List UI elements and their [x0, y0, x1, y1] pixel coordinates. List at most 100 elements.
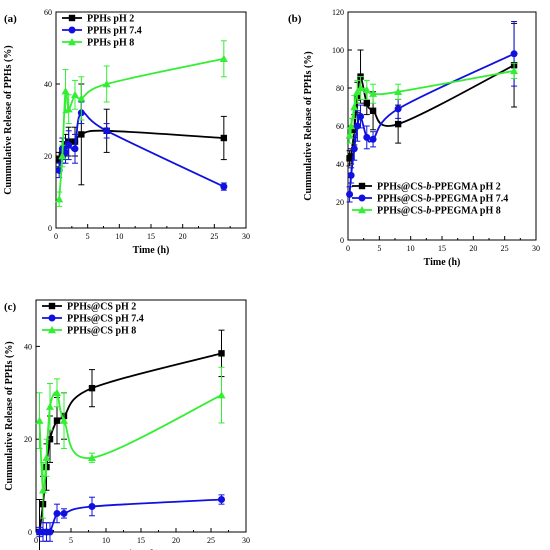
legend-label-part: PPHs@CS-: [377, 182, 426, 193]
data-point: [55, 156, 63, 163]
legend-label: PPHs@CS pH 8: [67, 326, 136, 337]
series-1: [36, 329, 225, 550]
y-tick-label: 120: [332, 8, 344, 17]
panel-2: (b) 0 5 10 15 20 25 30 0 20 40 60 80 100 120 Time (h) Cu…: [288, 8, 540, 268]
legend-label: PPHs@CS pH 7.4: [67, 314, 144, 325]
y-tick-label: 60: [44, 8, 52, 17]
legend-marker: [48, 302, 56, 310]
data-point: [60, 509, 68, 517]
series-line: [39, 498, 222, 535]
x-axis-label: Time (h): [133, 245, 170, 256]
legend-label: PPHs pH 2: [87, 14, 134, 25]
y-tick-label: 100: [332, 46, 344, 55]
data-point: [53, 509, 61, 517]
x-tick-label: 10: [407, 244, 415, 253]
y-tick-label: 0: [28, 528, 32, 537]
x-tick-label: 30: [242, 232, 250, 241]
data-point: [58, 152, 67, 160]
legend-marker: [358, 182, 366, 190]
data-point: [363, 100, 370, 107]
y-tick-label: 40: [44, 80, 52, 89]
legend-marker: [68, 38, 76, 46]
data-point: [217, 391, 226, 399]
panel-3: (c)05101520253002040Time (h)Cummulative …: [4, 299, 250, 550]
data-point: [394, 120, 402, 128]
data-point: [103, 127, 111, 135]
x-tick-label: 20: [179, 232, 187, 241]
x-tick-label: 30: [242, 536, 250, 545]
data-point: [42, 453, 51, 461]
y-tick-label: 20: [44, 152, 52, 161]
legend-label-part: b: [426, 206, 431, 217]
x-tick-label: 15: [147, 232, 155, 241]
legend-label-part: -PPEGMA pH 2: [431, 182, 500, 193]
data-point: [394, 105, 402, 113]
series-line: [38, 352, 222, 533]
data-point: [346, 190, 354, 198]
series-line: [58, 57, 225, 200]
data-point: [218, 350, 225, 357]
series-3: [345, 62, 519, 144]
data-point: [353, 122, 361, 130]
y-tick-label: 0: [340, 236, 344, 245]
panel-1: (a) 0 5 10 15 20 25 30 0 20 40 60 Time (h) Cummulativ…: [3, 8, 250, 256]
data-point: [88, 384, 96, 392]
data-point: [347, 153, 355, 160]
x-tick-label: 10: [102, 536, 110, 545]
data-point: [88, 502, 96, 510]
data-point: [394, 87, 403, 95]
y-axis-label: Cummulative Release of PPHs (%): [4, 341, 15, 490]
data-point: [350, 103, 359, 111]
data-point: [347, 171, 355, 179]
x-tick-label: 20: [172, 536, 180, 545]
data-point: [61, 87, 70, 95]
data-point: [65, 141, 73, 149]
data-point: [71, 90, 79, 98]
x-tick-label: 5: [377, 244, 381, 253]
series-3: [55, 40, 228, 207]
legend-marker: [358, 194, 366, 202]
data-point: [71, 145, 79, 153]
legend-label: PPHs@CS-b-PPEGMA pH 7.4: [377, 194, 508, 205]
data-point: [60, 416, 68, 424]
data-point: [46, 528, 54, 536]
data-point: [102, 80, 111, 88]
data-point: [46, 436, 54, 443]
legend-label-part: PPHs@CS-: [377, 194, 426, 205]
data-point: [356, 84, 365, 92]
x-tick-label: 5: [69, 536, 73, 545]
legend-label-part: -PPEGMA pH 7.4: [431, 194, 508, 205]
legend-label-part: b: [426, 182, 431, 193]
data-point: [510, 50, 518, 58]
y-axis-label: Cummulative Release of PPHs (%): [3, 45, 14, 194]
legend-marker: [48, 314, 56, 322]
x-tick-label: 15: [137, 536, 145, 545]
y-tick-label: 60: [336, 122, 344, 131]
legend-label-part: b: [426, 194, 431, 205]
data-point: [62, 148, 69, 156]
series-3: [35, 366, 226, 519]
panel-label: (a): [4, 13, 17, 25]
data-point: [78, 131, 85, 138]
x-tick-label: 20: [469, 244, 477, 253]
x-axis-label: Time (h): [424, 257, 461, 268]
y-tick-label: 20: [336, 198, 344, 207]
y-tick-label: 80: [336, 84, 344, 93]
legend-label-part: -PPEGMA pH 8: [431, 206, 500, 217]
y-tick-label: 40: [24, 342, 32, 351]
data-point: [362, 85, 371, 94]
data-point: [219, 54, 228, 62]
series-2: [36, 494, 225, 542]
data-point: [350, 145, 358, 153]
x-tick-label: 5: [86, 232, 90, 241]
legend-label-part: PPHs@CS-: [377, 206, 426, 217]
legend-marker: [68, 14, 76, 22]
data-point: [353, 87, 362, 95]
data-point: [351, 126, 358, 133]
legend-label: PPHs pH 7.4: [87, 26, 142, 37]
data-point: [357, 113, 365, 120]
data-point: [369, 107, 377, 114]
x-tick-label: 0: [346, 244, 350, 253]
